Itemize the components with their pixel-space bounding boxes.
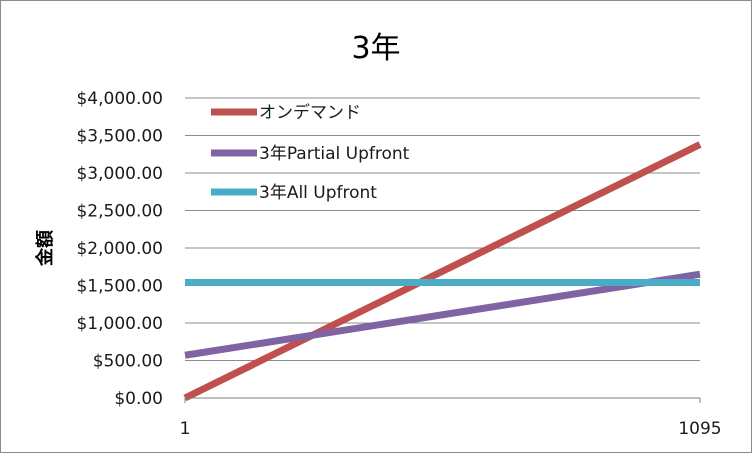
y-axis-label: 金額 [34, 230, 56, 267]
series-lines [183, 141, 702, 402]
y-tick-label: $1,500.00 [76, 277, 163, 297]
series-line-1 [183, 141, 702, 402]
y-tick-label: $3,500.00 [76, 127, 163, 147]
y-tick-label: $0.00 [114, 389, 163, 409]
grid-lines [185, 97, 700, 361]
y-tick-label: $3,000.00 [76, 164, 163, 184]
y-tick-label: $2,500.00 [76, 202, 163, 222]
y-tick-label: $4,000.00 [76, 89, 163, 109]
series-line-2 [184, 270, 701, 359]
y-tick-label: $500.00 [93, 352, 163, 372]
legend-item: 3年Partial Upfront [211, 144, 410, 164]
x-tick-label: 1 [180, 419, 191, 439]
legend-label: 3年All Upfront [259, 183, 377, 203]
legend-item: オンデマンド [211, 102, 361, 123]
legend-label: 3年Partial Upfront [259, 144, 410, 164]
y-tick-label: $2,000.00 [76, 239, 163, 259]
y-tick-label: $1,000.00 [76, 314, 163, 334]
legend: オンデマンド 3年Partial Upfront 3年All Upfront [211, 102, 410, 203]
x-tick-label: 1095 [678, 419, 721, 439]
y-axis-ticks: $0.00 $500.00 $1,000.00 $1,500.00 $2,000.00 $… [76, 89, 163, 409]
x-axis-ticks: 1 1095 [180, 398, 722, 439]
legend-label: オンデマンド [259, 102, 361, 123]
chart-title: 3年 [351, 31, 400, 66]
legend-item: 3年All Upfront [211, 183, 377, 203]
